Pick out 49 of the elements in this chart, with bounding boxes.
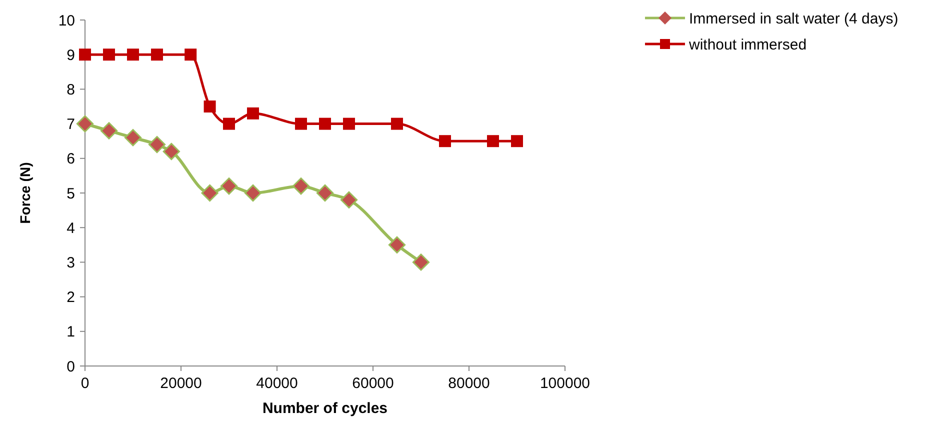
legend-label: without immersed	[688, 36, 807, 54]
point	[220, 178, 238, 195]
x-tick-label: 0	[80, 375, 90, 392]
point	[439, 135, 451, 148]
point	[100, 122, 118, 140]
point	[319, 118, 331, 130]
point	[412, 254, 430, 271]
point	[511, 135, 523, 148]
point	[124, 129, 142, 146]
y-tick-label: 9	[66, 46, 75, 64]
x-tick-label: 40000	[256, 375, 298, 392]
y-tick-label: 6	[66, 150, 75, 168]
point	[79, 48, 91, 61]
x-tick-label: 80000	[448, 375, 490, 392]
y-tick-label: 7	[66, 116, 75, 134]
point	[103, 48, 115, 61]
point	[343, 118, 355, 130]
point	[223, 118, 235, 130]
point	[388, 236, 406, 254]
point	[487, 135, 499, 148]
point	[204, 100, 216, 112]
point	[162, 142, 180, 160]
x-tick-label: 60000	[352, 375, 394, 392]
point	[184, 48, 197, 61]
x-axis-title: Number of cycles	[262, 400, 388, 417]
point	[244, 184, 262, 202]
x-tick-label: 20000	[160, 375, 202, 392]
point	[247, 107, 259, 120]
point	[340, 191, 358, 208]
legend-label: Immersed in salt water (4 days)	[689, 10, 898, 28]
point	[148, 136, 166, 154]
y-tick-label: 5	[66, 185, 75, 202]
y-tick-label: 4	[66, 220, 75, 237]
point	[292, 178, 310, 195]
y-tick-label: 3	[66, 254, 75, 272]
y-tick-label: 0	[66, 358, 75, 376]
point	[76, 115, 94, 132]
point	[391, 118, 403, 130]
point	[295, 118, 307, 130]
y-tick-label: 1	[66, 324, 75, 341]
point	[127, 48, 139, 61]
point	[201, 184, 218, 202]
y-tick-label: 10	[58, 12, 75, 30]
point	[316, 184, 334, 202]
y-tick-label: 8	[66, 81, 75, 98]
y-tick-label: 2	[66, 289, 75, 306]
x-tick-label: 100000	[540, 375, 590, 392]
y-axis-title: Force (N)	[17, 162, 33, 224]
point	[151, 48, 163, 61]
